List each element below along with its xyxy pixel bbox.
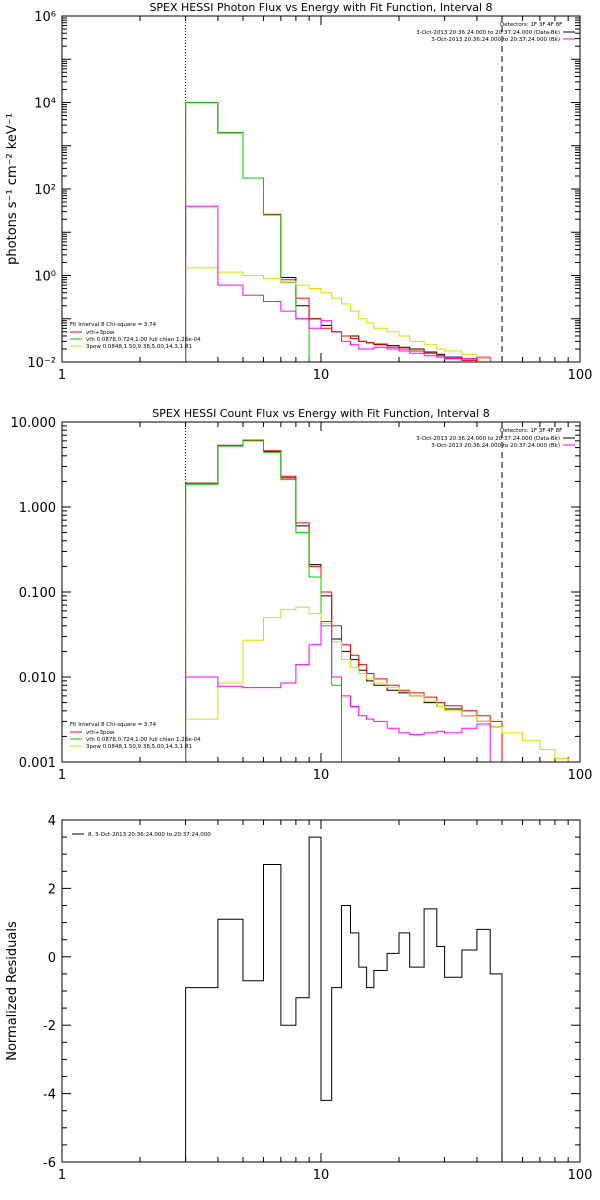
legend-entry: vth+3pow <box>86 730 115 736</box>
legend-entry: 3-Oct-2013 20:36:24.000 to 20:37:24.000 … <box>416 30 560 36</box>
series-group <box>185 836 503 1162</box>
series-vth-3pow <box>185 439 503 762</box>
y-tick-label: 10² <box>34 183 56 198</box>
series-group <box>185 102 580 362</box>
legend-entry: 3-Oct-2013 20:36:24.000 to 20:37:24.000 … <box>431 37 560 43</box>
legend-entry: 3-Oct-2013 20:36:24.000 to 20:37:24.000 … <box>431 443 560 449</box>
panel-2: SPEX HESSI Count Flux vs Energy with Fit… <box>11 407 593 783</box>
series-8-3-oct-2013-20-36-24-000-to-20-37-24-000 <box>185 836 503 1162</box>
y-tick-label: 0 <box>48 951 56 966</box>
legend-entry: 3pow 0.0848,1.50,9.38,5.00,14.3,1.81 <box>86 344 192 350</box>
x-tick-label: 10 <box>313 1168 330 1183</box>
legend-entry: vth 0.0878,0.724,1.00 full chian 1.26e-0… <box>86 337 201 343</box>
y-tick-label: 1.000 <box>19 501 56 516</box>
plot-frame <box>61 421 581 763</box>
y-tick-label: 2 <box>48 882 56 897</box>
y-axis-label: photons s⁻¹ cm⁻² keV⁻¹ <box>5 113 20 265</box>
series-bk <box>185 205 491 362</box>
panel-1: SPEX HESSI Photon Flux vs Energy with Fi… <box>5 1 592 383</box>
legend-top: Detectors: 1F 3F 4F 8F 3-Oct-2013 20:36:2… <box>416 428 575 449</box>
x-tick-label: 1 <box>58 368 66 383</box>
x-tick-label: 10 <box>313 368 330 383</box>
series-vth-3pow <box>185 102 502 362</box>
y-tick-label: -4 <box>43 1088 56 1103</box>
x-tick-label: 100 <box>568 1168 593 1183</box>
legend-header: Detectors: 1F 3F 4F 8F <box>500 22 562 28</box>
series-data-bk <box>185 102 502 362</box>
chart-title: SPEX HESSI Count Flux vs Energy with Fit… <box>152 407 489 420</box>
legend-header: Fit Interval 8 Chi-square = 3.74 <box>70 722 157 728</box>
legend-entry: 8. 3-Oct-2013 20:36:24.000 to 20:37:24.0… <box>88 832 211 838</box>
y-tick-label: 0.001 <box>19 756 56 771</box>
series-3pow <box>185 267 580 362</box>
x-tick-label: 100 <box>568 368 593 383</box>
legend-entry: vth+3pow <box>86 330 115 336</box>
plot-frame <box>61 15 581 363</box>
y-tick-label: 0.010 <box>19 671 56 686</box>
y-tick-label: 10⁻² <box>27 356 56 371</box>
x-tick-label: 1 <box>58 1168 66 1183</box>
y-tick-label: 10.000 <box>11 416 57 431</box>
series-vth <box>185 440 351 762</box>
x-tick-label: 100 <box>568 768 593 783</box>
series-data-bk <box>185 439 503 762</box>
y-tick-label: 10⁴ <box>34 97 56 112</box>
x-tick-label: 1 <box>58 768 66 783</box>
x-tick-label: 10 <box>313 768 330 783</box>
plot-frame <box>61 819 581 1163</box>
y-axis-label: Normalized Residuals <box>5 921 20 1061</box>
legend-entry: 3pow 0.0848,1.50,9.38,5.00,14.3,1.81 <box>86 744 192 750</box>
series-vth <box>185 102 332 362</box>
y-tick-label: 4 <box>48 814 56 829</box>
y-tick-label: -6 <box>43 1156 56 1171</box>
y-tick-label: -2 <box>43 1019 56 1034</box>
legend-top: Detectors: 1F 3F 4F 8F 3-Oct-2013 20:36:2… <box>416 22 575 43</box>
legend-bottom: Fit Interval 8 Chi-square = 3.74 vth+3pow… <box>70 322 201 350</box>
legend-entry: vth 0.0878,0.724,1.00 full chian 1.26e-0… <box>86 737 201 743</box>
y-tick-label: 0.100 <box>19 586 56 601</box>
legend-residuals: 8. 3-Oct-2013 20:36:24.000 to 20:37:24.0… <box>72 832 211 838</box>
series-bk <box>185 621 491 762</box>
panel-3: Normalized Residuals 1 10 100 -6 -4 -2 0 2 4 8. 3-… <box>5 814 592 1183</box>
chart-title: SPEX HESSI Photon Flux vs Energy with Fi… <box>149 1 492 14</box>
legend-header: Fit Interval 8 Chi-square = 3.74 <box>70 322 157 328</box>
series-group <box>185 439 580 762</box>
series-3pow <box>185 606 580 762</box>
legend-entry: 3-Oct-2013 20:36:24.000 to 20:37:24.000 … <box>416 436 560 442</box>
legend-header: Detectors: 1F 3F 4F 8F <box>500 428 562 434</box>
y-tick-label: 10⁰ <box>34 270 56 285</box>
y-tick-label: 10⁶ <box>34 10 56 25</box>
legend-bottom: Fit Interval 8 Chi-square = 3.74 vth+3pow… <box>70 722 201 750</box>
